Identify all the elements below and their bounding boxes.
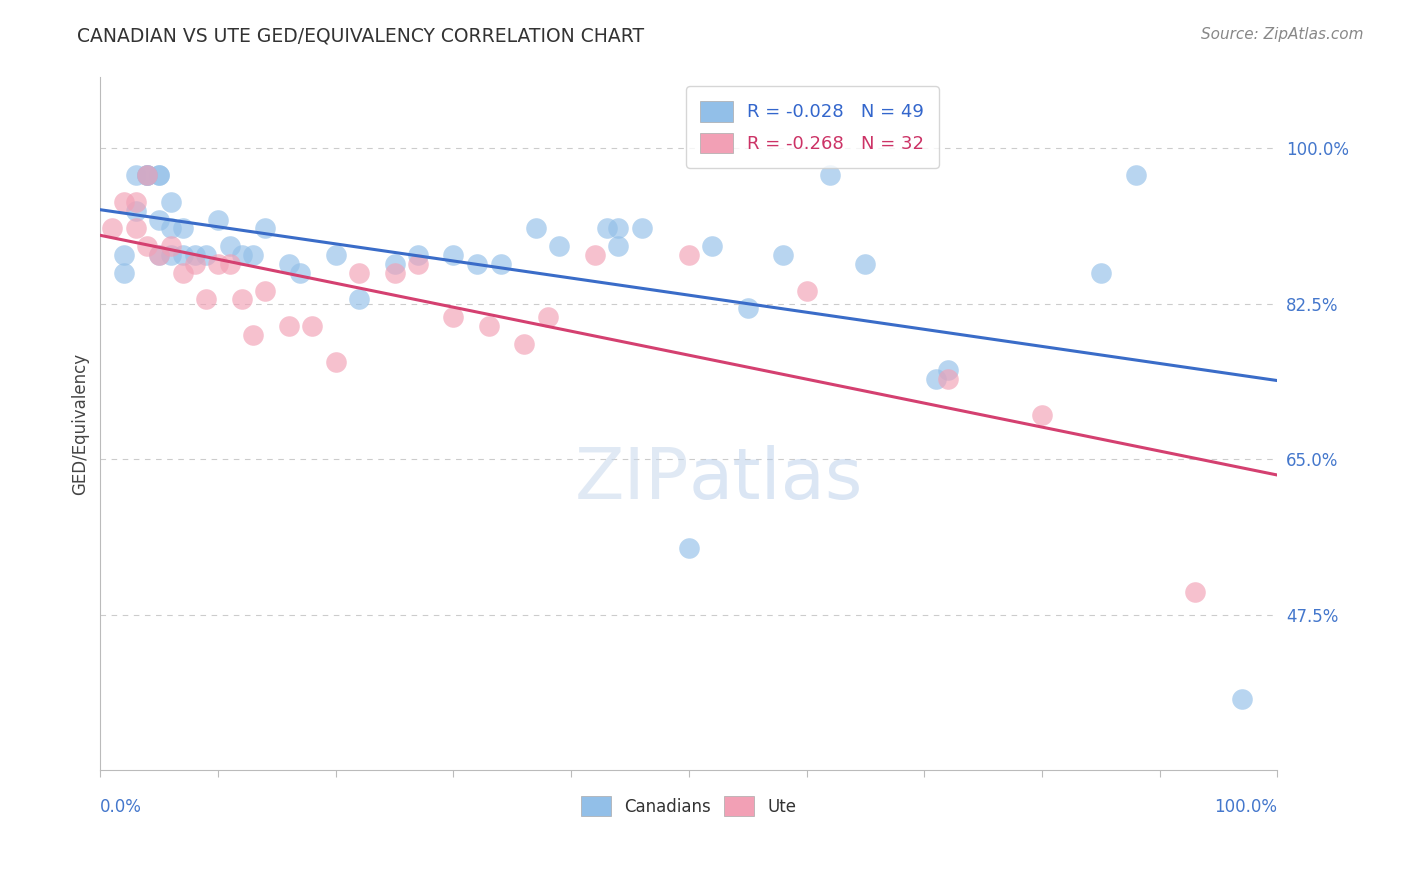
Point — [183, 257, 205, 271]
Text: ZIP: ZIP — [575, 444, 689, 514]
Point — [160, 239, 183, 253]
Point — [242, 248, 264, 262]
Point — [818, 168, 841, 182]
Point — [630, 221, 652, 235]
Point — [254, 284, 277, 298]
Point — [136, 168, 159, 182]
Point — [207, 257, 229, 271]
Point — [290, 266, 312, 280]
Point — [1090, 266, 1112, 280]
Point — [465, 257, 488, 271]
Point — [325, 354, 347, 368]
Point — [148, 168, 170, 182]
Point — [443, 310, 465, 325]
Point — [1031, 408, 1053, 422]
Point — [160, 194, 183, 209]
Point — [148, 248, 170, 262]
Text: CANADIAN VS UTE GED/EQUIVALENCY CORRELATION CHART: CANADIAN VS UTE GED/EQUIVALENCY CORRELAT… — [77, 27, 644, 45]
Point — [136, 239, 159, 253]
Y-axis label: GED/Equivalency: GED/Equivalency — [72, 352, 89, 495]
Text: atlas: atlas — [689, 444, 863, 514]
Point — [172, 248, 194, 262]
Point — [349, 266, 371, 280]
Point — [583, 248, 606, 262]
Point — [136, 168, 159, 182]
Point — [595, 221, 617, 235]
Point — [478, 319, 501, 334]
Point — [218, 257, 240, 271]
Point — [301, 319, 323, 334]
Point — [136, 168, 159, 182]
Legend: Canadians, Ute: Canadians, Ute — [572, 788, 806, 824]
Point — [489, 257, 512, 271]
Point — [737, 301, 759, 316]
Point — [195, 248, 218, 262]
Point — [136, 168, 159, 182]
Point — [548, 239, 571, 253]
Point — [124, 203, 146, 218]
Text: 0.0%: 0.0% — [100, 797, 142, 815]
Point — [101, 221, 124, 235]
Text: Source: ZipAtlas.com: Source: ZipAtlas.com — [1201, 27, 1364, 42]
Point — [148, 168, 170, 182]
Point — [772, 248, 794, 262]
Point — [325, 248, 347, 262]
Point — [112, 194, 135, 209]
Point — [384, 266, 406, 280]
Point — [702, 239, 724, 253]
Point — [349, 293, 371, 307]
Point — [112, 248, 135, 262]
Point — [207, 212, 229, 227]
Point — [936, 372, 959, 386]
Point — [277, 257, 299, 271]
Point — [1125, 168, 1147, 182]
Point — [124, 194, 146, 209]
Point — [218, 239, 240, 253]
Point — [607, 221, 630, 235]
Point — [231, 248, 253, 262]
Point — [231, 293, 253, 307]
Point — [678, 541, 700, 555]
Point — [406, 248, 429, 262]
Text: 100.0%: 100.0% — [1215, 797, 1278, 815]
Point — [160, 221, 183, 235]
Point — [160, 248, 183, 262]
Point — [277, 319, 299, 334]
Point — [524, 221, 547, 235]
Point — [1184, 585, 1206, 599]
Point — [195, 293, 218, 307]
Point — [148, 212, 170, 227]
Point — [172, 221, 194, 235]
Point — [855, 257, 877, 271]
Point — [172, 266, 194, 280]
Point — [925, 372, 948, 386]
Point — [183, 248, 205, 262]
Point — [936, 363, 959, 377]
Point — [124, 168, 146, 182]
Point — [384, 257, 406, 271]
Point — [124, 221, 146, 235]
Point — [537, 310, 560, 325]
Point — [148, 248, 170, 262]
Point — [242, 327, 264, 342]
Point — [513, 336, 536, 351]
Point — [796, 284, 818, 298]
Point — [443, 248, 465, 262]
Point — [254, 221, 277, 235]
Point — [112, 266, 135, 280]
Point — [1230, 692, 1253, 706]
Point — [678, 248, 700, 262]
Point — [607, 239, 630, 253]
Point — [406, 257, 429, 271]
